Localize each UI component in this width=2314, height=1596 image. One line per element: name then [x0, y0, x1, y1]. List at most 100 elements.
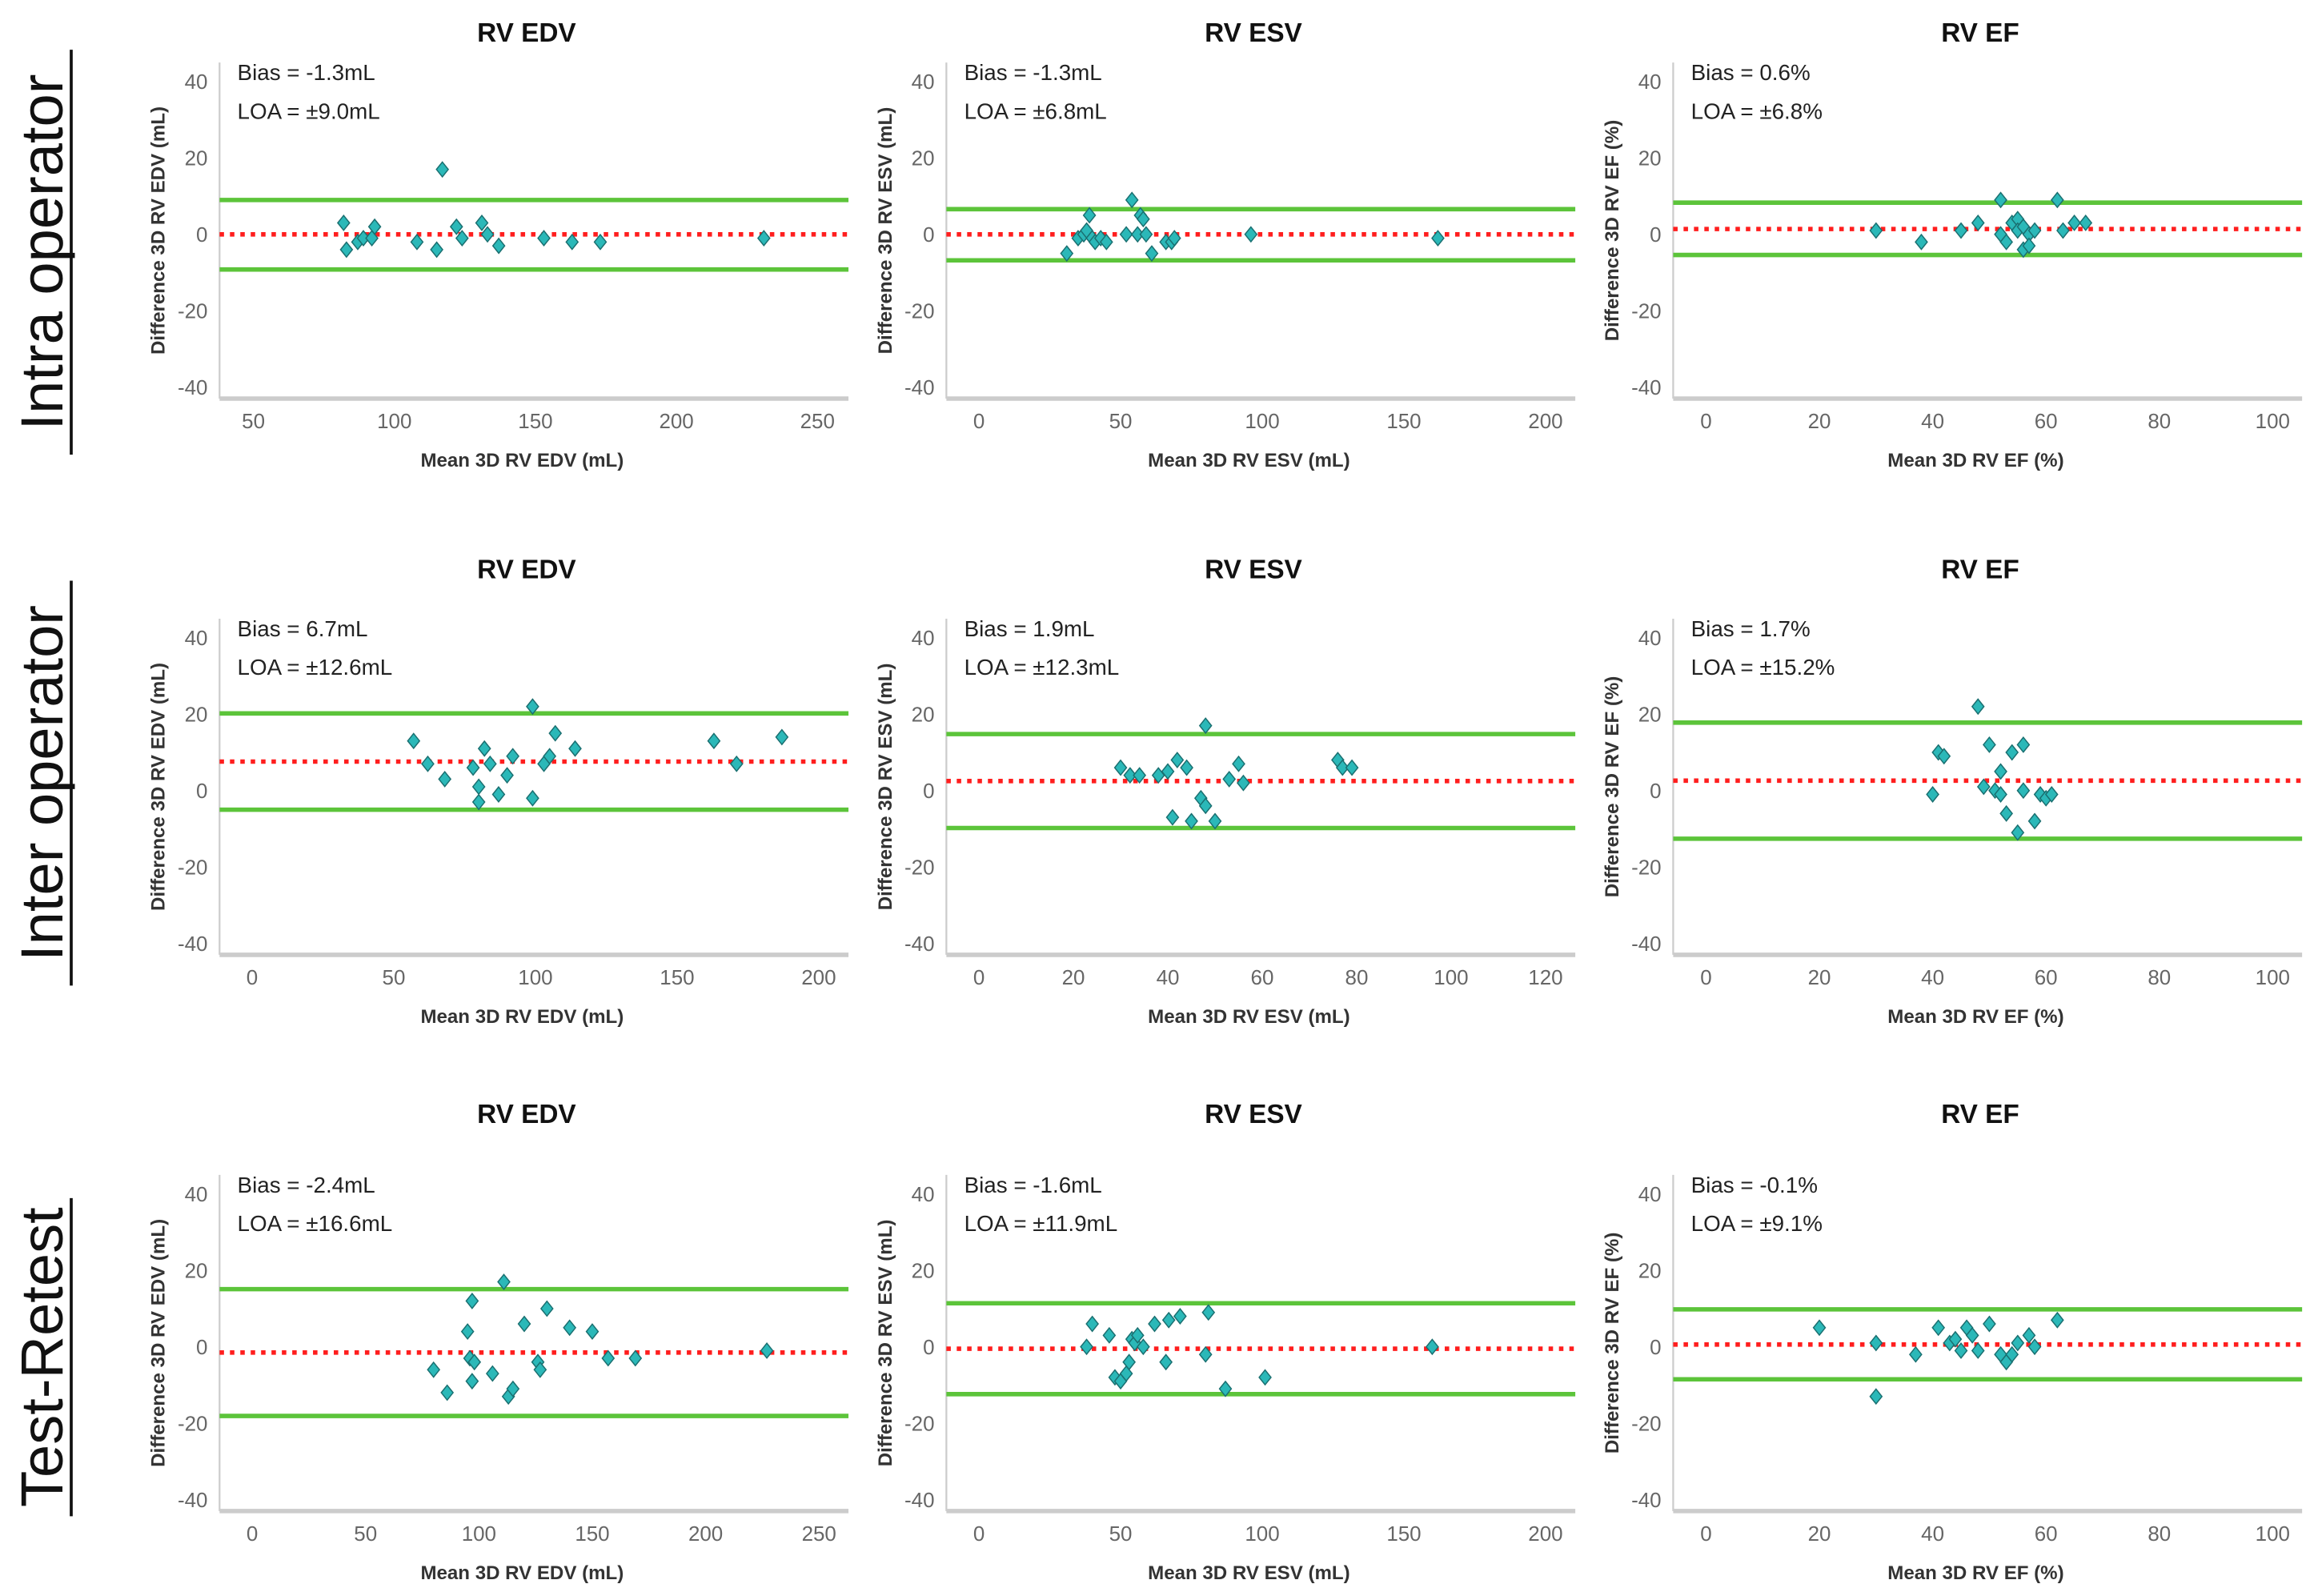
data-point — [707, 732, 721, 750]
x-tick-label: 20 — [1808, 1523, 1831, 1546]
loa-annotation: LOA = ±11.9mL — [965, 1211, 1118, 1236]
panel-title: RV EF — [1941, 18, 2019, 48]
y-tick-label: -20 — [904, 856, 935, 879]
y-tick-label: -20 — [1631, 301, 1662, 323]
data-point — [2016, 782, 2031, 800]
data-point — [2027, 812, 2042, 830]
data-point — [1954, 1341, 1968, 1359]
data-point — [1869, 1334, 1883, 1352]
bias-annotation: Bias = 0.6% — [1691, 60, 1811, 85]
y-axis-title: Difference 3D RV EF (%) — [1602, 676, 1623, 898]
y-tick-label: -20 — [178, 856, 208, 879]
data-point — [1937, 748, 1951, 765]
data-point — [585, 1323, 600, 1341]
y-tick-label: 40 — [1638, 71, 1662, 94]
y-tick-label: -40 — [904, 377, 935, 399]
x-tick-label: 0 — [973, 1523, 985, 1546]
x-tick-label: 200 — [801, 967, 836, 989]
row-label-group: Test-Retest — [9, 1197, 75, 1517]
y-tick-label: 40 — [912, 71, 935, 94]
y-tick-label: 0 — [1650, 224, 1661, 247]
data-point — [1909, 1345, 1923, 1363]
x-axis-title: Mean 3D RV ESV (mL) — [1148, 450, 1349, 471]
data-point — [1082, 207, 1097, 224]
x-tick-label: 0 — [973, 967, 985, 989]
data-point — [1869, 1388, 1883, 1406]
data-point — [2011, 824, 2025, 841]
bias-annotation: Bias = -1.6mL — [965, 1173, 1102, 1197]
bland-altman-panel: RV EF 40 20 0 -20 -40 0 20 40 60 80 100 Mean 3D RV E… — [1602, 1100, 2303, 1584]
x-axis-title: Mean 3D RV EF (%) — [1887, 450, 2063, 471]
data-point — [1198, 1345, 1213, 1363]
y-tick-label: -40 — [1631, 377, 1662, 399]
bland-altman-panel: RV ESV 40 20 0 -20 -40 0 20 40 60 80 100 120 Mean 3D … — [875, 555, 1576, 1028]
data-point — [1812, 1319, 1827, 1337]
bland-altman-panel: RV EF 40 20 0 -20 -40 0 20 40 60 80 100 Mean 3D RV E… — [1602, 18, 2303, 471]
data-point — [526, 698, 539, 716]
data-point — [483, 755, 497, 772]
data-point — [1258, 1369, 1272, 1386]
data-point — [537, 230, 551, 247]
data-point — [336, 215, 351, 231]
data-point — [410, 233, 424, 251]
y-tick-label: -40 — [1631, 933, 1662, 956]
data-point — [729, 755, 744, 772]
data-point — [1869, 222, 1883, 239]
x-tick-label: 200 — [1528, 411, 1562, 433]
data-point — [440, 1384, 455, 1402]
y-tick-label: 40 — [1638, 628, 1662, 650]
bias-annotation: Bias = 1.7% — [1691, 616, 1811, 641]
x-tick-label: 150 — [660, 967, 694, 989]
data-point — [465, 1292, 479, 1309]
data-point — [1108, 1369, 1122, 1386]
loa-annotation: LOA = ±6.8mL — [965, 98, 1107, 123]
y-tick-label: -20 — [904, 301, 935, 323]
y-tick-label: 0 — [923, 224, 934, 247]
x-tick-label: 0 — [247, 967, 258, 989]
data-point — [593, 233, 608, 251]
x-tick-label: 0 — [1700, 411, 1711, 433]
data-point — [2050, 1311, 2064, 1329]
y-tick-label: 20 — [1638, 148, 1662, 170]
x-tick-label: 150 — [1386, 1523, 1421, 1546]
x-tick-label: 200 — [659, 411, 693, 433]
data-point — [1345, 759, 1359, 776]
bias-annotation: Bias = -2.4mL — [238, 1173, 375, 1197]
data-point — [1425, 1338, 1439, 1356]
bias-annotation: Bias = 6.7mL — [238, 616, 368, 641]
data-point — [471, 778, 486, 796]
y-axis-title: Difference 3D RV ESV (mL) — [875, 664, 896, 911]
data-point — [1085, 1315, 1099, 1333]
y-tick-label: -20 — [178, 301, 208, 323]
data-point — [2067, 215, 2081, 231]
y-axis-title: Difference 3D RV EDV (mL) — [148, 106, 170, 355]
x-tick-label: 100 — [2256, 1523, 2290, 1546]
data-point — [568, 740, 582, 757]
x-axis-title: Mean 3D RV EF (%) — [1887, 1562, 2063, 1584]
data-point — [497, 1273, 511, 1290]
data-point — [1335, 759, 1349, 776]
x-tick-label: 50 — [1109, 1523, 1133, 1546]
y-tick-label: 0 — [1650, 1337, 1661, 1359]
y-axis-title: Difference 3D RV ESV (mL) — [875, 107, 896, 355]
data-point — [1180, 759, 1193, 776]
data-point — [1198, 797, 1213, 815]
y-tick-label: 0 — [196, 224, 207, 247]
data-point — [775, 728, 789, 746]
data-point — [466, 759, 480, 776]
data-point — [563, 1319, 577, 1337]
data-point — [1208, 812, 1222, 830]
row-label: Test-Retest — [9, 1207, 75, 1507]
y-tick-label: -20 — [1631, 1413, 1662, 1435]
data-point — [1125, 191, 1139, 209]
data-point — [480, 226, 495, 243]
y-tick-label: 20 — [185, 1260, 208, 1282]
y-tick-label: 0 — [923, 1337, 934, 1359]
data-point — [1965, 1326, 1979, 1344]
y-tick-label: -40 — [904, 1490, 935, 1512]
data-point — [506, 1380, 520, 1398]
panel-title: RV EDV — [477, 555, 576, 585]
data-point — [1161, 763, 1175, 780]
